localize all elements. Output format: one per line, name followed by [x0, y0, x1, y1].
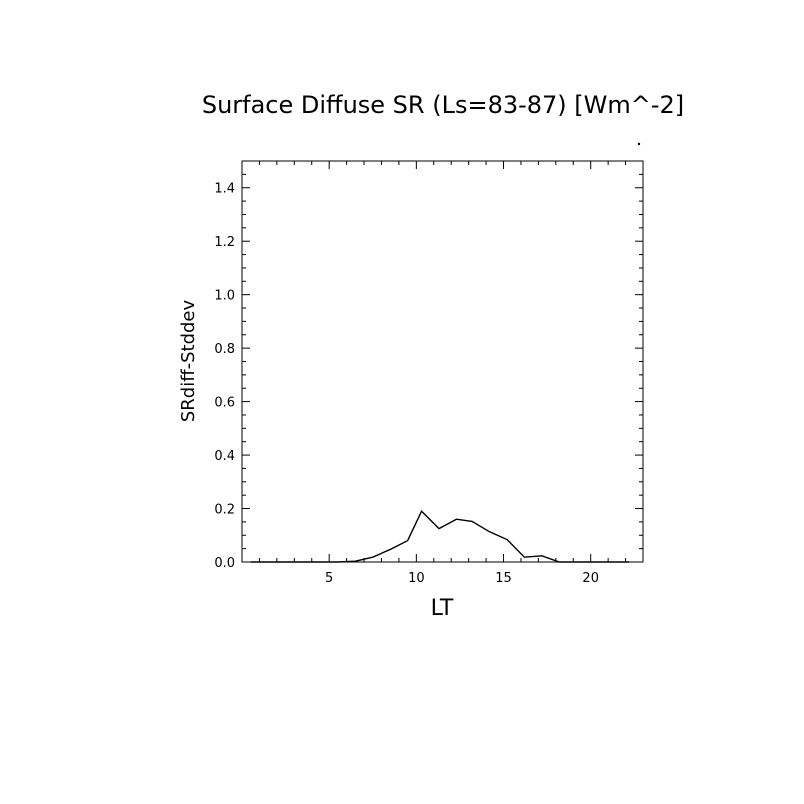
x-tick-label: 5 [325, 571, 333, 586]
y-axis-label: SRdiff-Stddev [178, 299, 199, 422]
corner-dot-mark [637, 142, 641, 146]
plot-frame [241, 160, 644, 563]
x-tick-label: 20 [582, 571, 599, 586]
y-tick-label: 0.8 [214, 342, 235, 357]
tick-labels-layer: 5 10 15 20 0.0 0.2 0.4 0.6 0.8 1.0 1.2 1.4 [214, 182, 599, 586]
y-tick-label: 1.4 [214, 182, 235, 197]
series-line-0 [250, 510, 630, 563]
x-axis-label: LT [431, 596, 454, 621]
chart-title: Surface Diffuse SR (Ls=83-87) [Wm^-2] [202, 91, 684, 119]
ticks-layer [242, 161, 643, 563]
y-tick-label: 1.0 [214, 289, 235, 304]
y-tick-label: 0.6 [214, 396, 235, 411]
series-layer [250, 510, 630, 563]
y-tick-label: 1.2 [214, 235, 235, 250]
x-tick-label: 15 [495, 571, 512, 586]
y-tick-label: 0.4 [214, 449, 235, 464]
y-tick-label: 0.2 [214, 503, 235, 518]
y-tick-label: 0.0 [214, 556, 235, 571]
x-tick-label: 10 [408, 571, 425, 586]
